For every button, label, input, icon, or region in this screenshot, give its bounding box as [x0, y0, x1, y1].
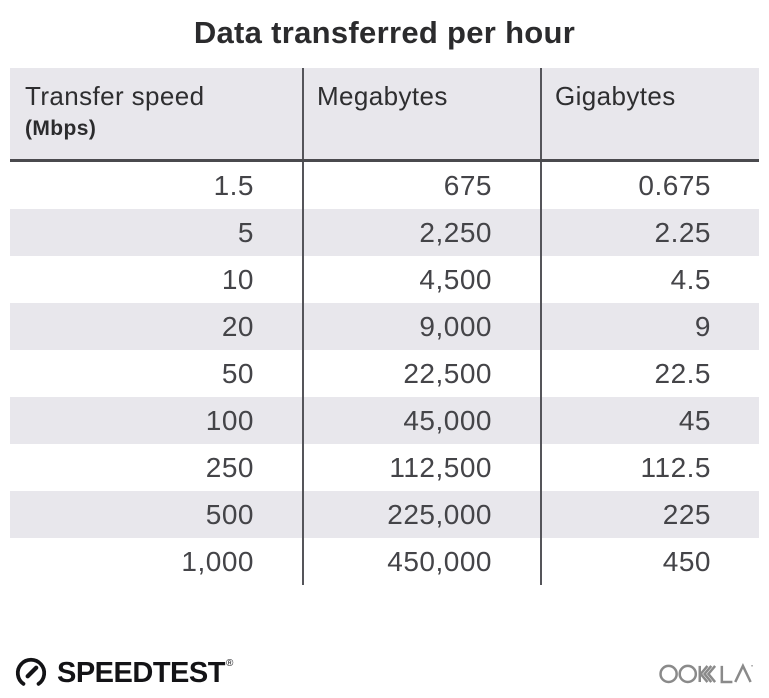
header-divider-rule — [10, 159, 759, 162]
cell-transfer-speed: 1,000 — [181, 546, 254, 577]
speedtest-gauge-icon — [15, 657, 47, 686]
cell-transfer-speed: 20 — [221, 311, 254, 342]
cell-transfer-speed: 5 — [237, 217, 254, 248]
cell-gigabytes: 45 — [540, 397, 759, 444]
header-transfer-speed: Transfer speed (Mbps) — [10, 68, 302, 159]
cell-transfer-speed: 50 — [221, 358, 254, 389]
cell-megabytes: 45,000 — [302, 397, 540, 444]
header-label: Transfer speed — [25, 81, 205, 111]
table-header-row: Transfer speed (Mbps) Megabytes Gigabyte… — [10, 68, 759, 159]
cell-megabytes: 22,500 — [302, 350, 540, 397]
cell-gigabytes: 112.5 — [540, 444, 759, 491]
cell-megabytes: 112,500 — [302, 444, 540, 491]
header-gigabytes: Gigabytes — [540, 68, 759, 159]
cell-gigabytes: 4.5 — [540, 256, 759, 303]
chart-title: Data transferred per hour — [193, 15, 576, 50]
speedtest-wordmark: SPEEDTEST — [57, 656, 225, 689]
cell-megabytes: 4,500 — [302, 256, 540, 303]
cell-gigabytes: 9 — [540, 303, 759, 350]
cell-transfer-speed: 1.5 — [213, 170, 254, 201]
cell-megabytes: 9,000 — [302, 303, 540, 350]
table-row: 10 4,500 4.5 — [10, 256, 759, 303]
table-row: 5 2,250 2.25 — [10, 209, 759, 256]
cell-megabytes: 2,250 — [302, 209, 540, 256]
cell-gigabytes: 0.675 — [540, 162, 759, 209]
table-row: 1.5 675 0.675 — [10, 162, 759, 209]
ookla-logo — [659, 658, 753, 688]
speedtest-logo: SPEEDTEST ® — [14, 656, 233, 690]
cell-transfer-speed: 10 — [221, 264, 254, 295]
header-label: Gigabytes — [555, 81, 676, 111]
table-row: 500 225,000 225 — [10, 491, 759, 538]
registered-trademark-mark: ® — [225, 658, 234, 669]
header-megabytes: Megabytes — [302, 68, 540, 159]
table-row: 250 112,500 112.5 — [10, 444, 759, 491]
cell-megabytes: 450,000 — [302, 538, 540, 585]
cell-transfer-speed: 100 — [205, 405, 254, 436]
table-row: 20 9,000 9 — [10, 303, 759, 350]
header-unit-label: (Mbps) — [25, 117, 97, 140]
cell-gigabytes: 2.25 — [540, 209, 759, 256]
ookla-wordmark-icon — [659, 663, 753, 684]
table-row: 1,000 450,000 450 — [10, 538, 759, 585]
cell-gigabytes: 450 — [540, 538, 759, 585]
data-table: Transfer speed (Mbps) Megabytes Gigabyte… — [10, 68, 759, 585]
cell-gigabytes: 22.5 — [540, 350, 759, 397]
cell-transfer-speed: 500 — [205, 499, 254, 530]
cell-transfer-speed: 250 — [205, 452, 254, 483]
header-label: Megabytes — [317, 81, 448, 111]
cell-gigabytes: 225 — [540, 491, 759, 538]
table-row: 50 22,500 22.5 — [10, 350, 759, 397]
footer: SPEEDTEST ® — [14, 656, 753, 690]
table-row: 100 45,000 45 — [10, 397, 759, 444]
cell-megabytes: 225,000 — [302, 491, 540, 538]
cell-megabytes: 675 — [302, 162, 540, 209]
